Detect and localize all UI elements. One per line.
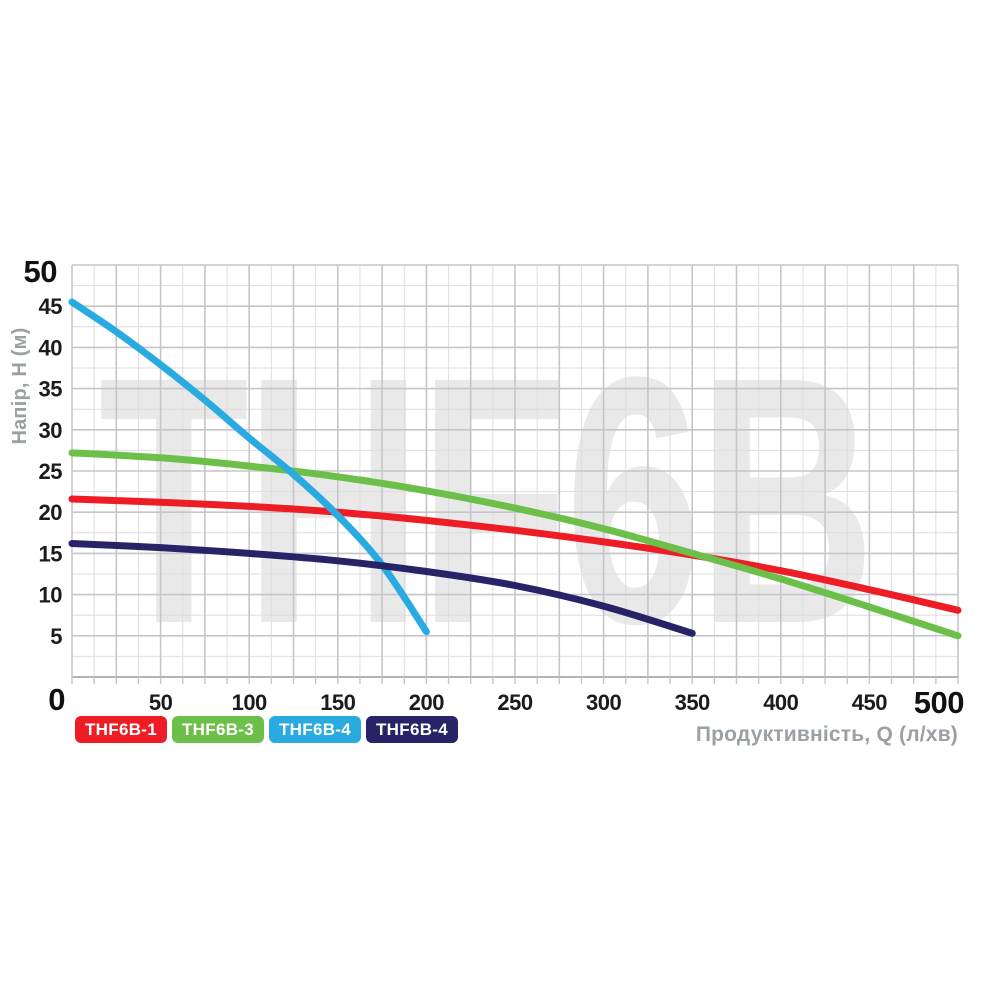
- x-tick-label: 150: [320, 690, 355, 715]
- y-tick-label: 5: [50, 624, 62, 649]
- y-tick-label: 30: [39, 418, 63, 443]
- x-tick-label: 50: [149, 690, 173, 715]
- y-tick-label: 50: [24, 254, 57, 289]
- y-tick-label: 45: [39, 294, 63, 319]
- curve-thf6b-3-1: [68, 449, 962, 640]
- y-tick-label: 35: [39, 377, 63, 402]
- y-tick-label: 10: [39, 583, 63, 608]
- legend-item-thf6b-1: THF6B-1: [75, 716, 167, 743]
- curve-thf6b-4-3: [68, 540, 696, 637]
- x-tick-label: 400: [763, 690, 798, 715]
- legend: THF6B-1 THF6B-3 THF6B-4 THF6B-4: [75, 716, 458, 743]
- x-tick-label: 500: [914, 685, 964, 720]
- legend-item-thf6b-4-navy: THF6B-4: [366, 716, 458, 743]
- y-tick-label: 20: [39, 500, 63, 525]
- y-tick-label: 40: [39, 335, 63, 360]
- x-tick-label: 350: [675, 690, 710, 715]
- curve-thf6b-4-2: [68, 298, 430, 636]
- x-tick-label: 300: [586, 690, 621, 715]
- y-axis-title: Напір, H (м): [9, 327, 31, 445]
- x-tick-label: 450: [852, 690, 887, 715]
- y-tick-label: 25: [39, 459, 63, 484]
- legend-item-thf6b-4-cyan: THF6B-4: [269, 716, 361, 743]
- y-tick-label: 15: [39, 541, 63, 566]
- x-tick-label: 200: [409, 690, 444, 715]
- x-tick-label: 100: [232, 690, 267, 715]
- legend-item-thf6b-3: THF6B-3: [172, 716, 264, 743]
- grid: [71, 264, 959, 678]
- x-axis-ticks: [71, 677, 959, 684]
- origin-tick-label: 0: [48, 682, 65, 717]
- x-axis-title: Продуктивність, Q (л/хв): [695, 723, 958, 746]
- x-tick-label: 250: [497, 690, 532, 715]
- curve-thf6b-1-0: [68, 495, 962, 614]
